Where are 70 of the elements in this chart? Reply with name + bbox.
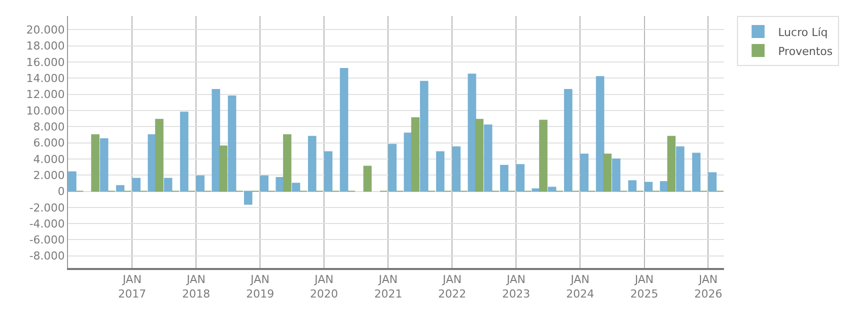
y-tick-label: 6.000 — [33, 136, 65, 150]
y-tick-label: 18.000 — [26, 40, 65, 53]
bar — [484, 124, 492, 192]
x-tick-label: JAN 2025 — [630, 273, 658, 300]
bar — [548, 186, 556, 192]
bar — [452, 146, 461, 192]
bar — [628, 180, 637, 192]
x-tick-label: JAN 2026 — [694, 273, 722, 300]
bar — [244, 190, 252, 205]
bar — [68, 171, 76, 192]
bar — [363, 166, 372, 192]
bar — [436, 151, 444, 192]
bar — [155, 118, 164, 192]
bar — [164, 178, 172, 192]
y-tick-label: 4.000 — [33, 152, 65, 166]
legend-label: Proventos — [778, 44, 833, 58]
bar — [708, 172, 717, 192]
bar — [475, 118, 484, 192]
bar — [132, 178, 141, 192]
bar — [340, 68, 348, 192]
bar — [283, 134, 292, 192]
bar — [212, 89, 220, 192]
y-tick-label: 12.000 — [26, 88, 65, 102]
bar — [539, 120, 548, 192]
bar — [564, 89, 572, 192]
x-tick-label: JAN 2017 — [118, 273, 146, 300]
bar — [667, 136, 676, 192]
bar — [292, 182, 300, 192]
x-tick-label: JAN 2024 — [566, 273, 594, 300]
bar — [500, 164, 508, 192]
y-tick-label: 16.000 — [26, 56, 65, 69]
y-tick-label: 2.000 — [33, 168, 65, 182]
bar — [388, 144, 397, 192]
bar — [100, 138, 108, 192]
y-tick-label: 10.000 — [26, 104, 65, 118]
y-tick-label: -2.000 — [29, 201, 65, 214]
bar — [180, 112, 188, 192]
bar — [516, 164, 525, 192]
bar — [676, 146, 684, 192]
bar — [260, 175, 268, 192]
bar — [276, 177, 284, 192]
bar — [228, 95, 236, 192]
bar — [692, 152, 700, 192]
x-tick-label: JAN 2023 — [502, 273, 530, 300]
bar — [308, 136, 316, 192]
x-tick-label: JAN 2022 — [438, 273, 466, 300]
bar — [612, 158, 620, 192]
bar — [644, 182, 653, 192]
bar — [196, 175, 204, 192]
bar — [219, 146, 228, 192]
bar — [580, 154, 588, 192]
y-tick-label: -4.000 — [29, 217, 65, 230]
bar — [596, 76, 604, 192]
y-tick-label: 20.000 — [26, 24, 65, 37]
y-tick-label: 14.000 — [26, 72, 65, 86]
legend-label: Lucro Líq — [778, 26, 828, 39]
bar — [420, 80, 428, 192]
bar — [603, 154, 612, 192]
y-tick-label: 8.000 — [33, 120, 65, 134]
x-tick-label: JAN 2018 — [182, 273, 210, 300]
bar — [411, 117, 420, 192]
x-tick-label: JAN 2020 — [310, 273, 338, 300]
y-tick-label: -6.000 — [29, 234, 65, 247]
x-tick-label: JAN 2019 — [246, 273, 274, 300]
bar — [324, 151, 332, 192]
y-tick-label: -8.000 — [29, 250, 65, 263]
y-tick-label: 0 — [58, 185, 65, 198]
x-tick-label: JAN 2021 — [374, 273, 402, 300]
bar — [116, 185, 124, 192]
bar — [91, 134, 100, 192]
